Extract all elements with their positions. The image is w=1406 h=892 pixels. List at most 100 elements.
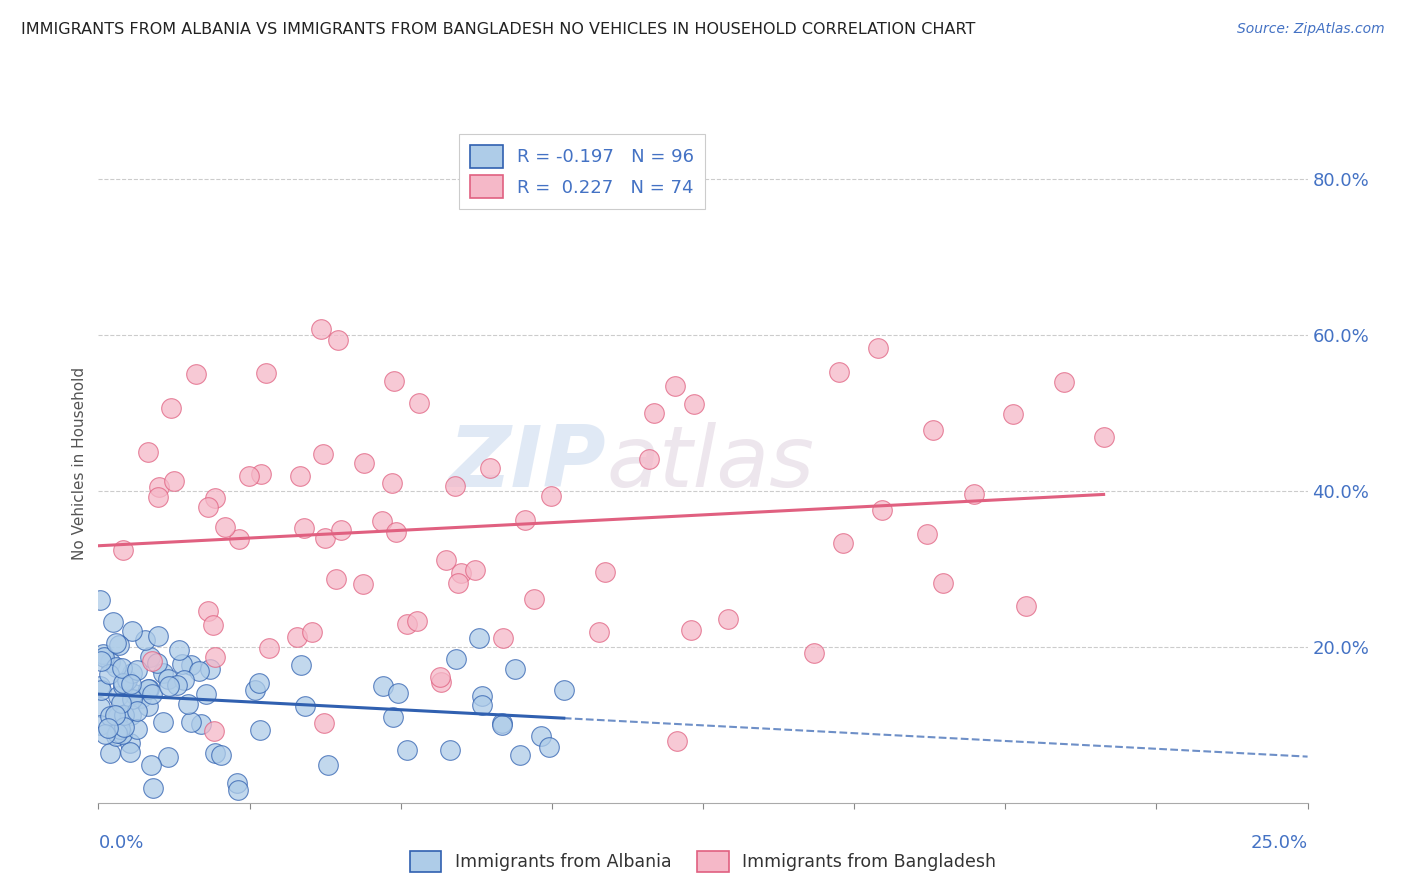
Point [104, 660, 127, 674]
Point [325, 572, 347, 586]
Point [638, 452, 661, 467]
Point [97, 721, 120, 735]
Point [439, 743, 461, 757]
Point [1053, 375, 1076, 389]
Point [184, 367, 207, 381]
Point [107, 689, 129, 703]
Point [408, 396, 430, 410]
Point [963, 487, 986, 501]
Point [110, 696, 132, 710]
Point [112, 675, 135, 690]
Point [492, 631, 515, 645]
Point [382, 710, 405, 724]
Text: Source: ZipAtlas.com: Source: ZipAtlas.com [1237, 22, 1385, 37]
Point [214, 520, 236, 534]
Point [121, 692, 143, 706]
Point [288, 469, 311, 483]
Point [176, 697, 198, 711]
Point [108, 639, 131, 653]
Point [197, 604, 219, 618]
Point [120, 707, 142, 722]
Point [330, 523, 353, 537]
Point [328, 333, 350, 347]
Point [828, 365, 851, 379]
Point [98, 746, 121, 760]
Point [152, 714, 174, 729]
Point [290, 658, 312, 673]
Point [129, 690, 152, 705]
Point [226, 783, 249, 797]
Point [197, 500, 219, 515]
Point [146, 491, 169, 505]
Point [509, 748, 531, 763]
Point [136, 681, 159, 696]
Point [932, 575, 955, 590]
Point [373, 679, 395, 693]
Point [396, 616, 419, 631]
Point [156, 750, 179, 764]
Point [104, 708, 127, 723]
Text: IMMIGRANTS FROM ALBANIA VS IMMIGRANTS FROM BANGLADESH NO VEHICLES IN HOUSEHOLD C: IMMIGRANTS FROM ALBANIA VS IMMIGRANTS FR… [21, 22, 976, 37]
Point [256, 366, 278, 380]
Point [122, 687, 145, 701]
Point [90, 683, 112, 698]
Point [444, 652, 467, 666]
Point [112, 720, 135, 734]
Point [429, 670, 451, 684]
Point [89, 679, 111, 693]
Point [717, 612, 740, 626]
Point [316, 758, 339, 772]
Point [112, 679, 135, 693]
Point [395, 743, 418, 757]
Point [98, 656, 121, 670]
Point [314, 531, 336, 545]
Point [125, 723, 148, 737]
Point [105, 726, 128, 740]
Point [118, 735, 141, 749]
Point [491, 716, 513, 731]
Point [115, 673, 138, 688]
Point [103, 615, 125, 630]
Point [98, 708, 121, 723]
Point [309, 322, 332, 336]
Point [204, 746, 226, 760]
Point [209, 748, 232, 763]
Point [98, 667, 121, 681]
Point [371, 514, 394, 528]
Point [683, 397, 706, 411]
Point [471, 698, 494, 712]
Point [202, 617, 225, 632]
Point [141, 687, 163, 701]
Point [112, 543, 135, 558]
Text: 0.0%: 0.0% [98, 834, 143, 852]
Point [588, 625, 610, 640]
Legend: R = -0.197   N = 96, R =  0.227   N = 74: R = -0.197 N = 96, R = 0.227 N = 74 [460, 134, 704, 210]
Point [643, 406, 665, 420]
Point [870, 503, 893, 517]
Point [1014, 599, 1036, 613]
Point [148, 479, 170, 493]
Point [139, 650, 162, 665]
Point [292, 520, 315, 534]
Point [108, 722, 131, 736]
Point [121, 624, 143, 638]
Point [89, 593, 111, 607]
Y-axis label: No Vehicles in Household: No Vehicles in Household [72, 368, 87, 560]
Point [146, 629, 169, 643]
Point [94, 726, 117, 740]
Point [142, 781, 165, 796]
Text: 25.0%: 25.0% [1250, 834, 1308, 852]
Point [832, 535, 855, 549]
Point [593, 565, 616, 579]
Point [491, 718, 513, 732]
Point [382, 374, 405, 388]
Point [127, 664, 149, 678]
Point [294, 698, 316, 713]
Point [312, 715, 335, 730]
Point [121, 666, 143, 681]
Point [136, 445, 159, 459]
Point [104, 636, 127, 650]
Point [163, 474, 186, 488]
Point [93, 650, 115, 665]
Point [515, 513, 537, 527]
